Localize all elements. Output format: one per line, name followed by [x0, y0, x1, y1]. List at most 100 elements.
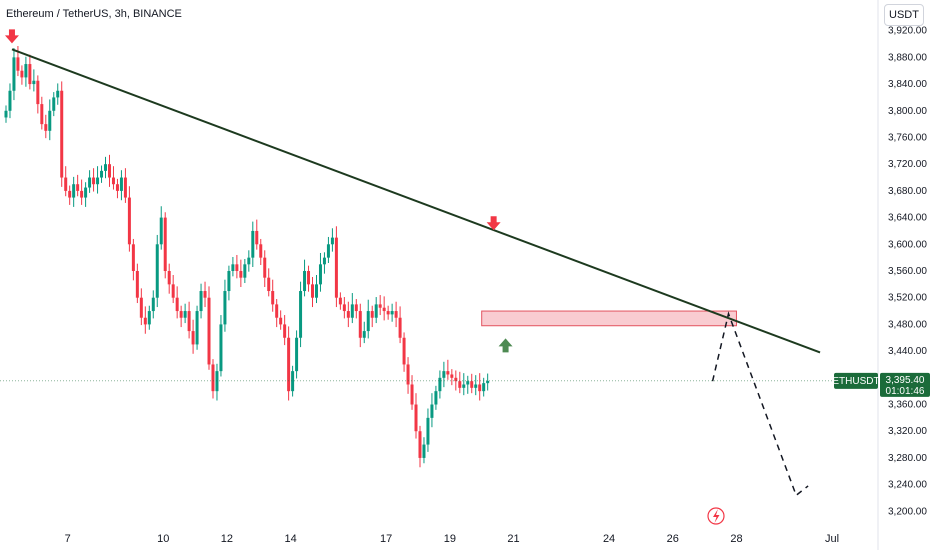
candle	[251, 221, 255, 267]
time-axis[interactable]: 7 10 12 14 17 19 21 24 26 28 Jul	[65, 533, 839, 545]
candle	[299, 281, 303, 348]
candle	[414, 393, 418, 439]
candle	[171, 275, 175, 304]
y-tick-label: 3,200.00	[888, 506, 927, 517]
y-tick-label: 3,560.00	[888, 266, 927, 277]
candle	[462, 373, 466, 396]
candle	[88, 170, 92, 193]
candle	[100, 165, 104, 183]
y-tick-label: 3,320.00	[888, 426, 927, 437]
y-tick-label: 3,680.00	[888, 186, 927, 197]
candle	[111, 166, 115, 190]
candle	[259, 238, 263, 265]
x-tick-label: 12	[221, 533, 233, 545]
arrow-down-icon	[486, 216, 501, 231]
candle	[303, 259, 307, 297]
last-price-badge	[880, 372, 930, 397]
candle	[219, 315, 223, 377]
candle	[32, 69, 36, 92]
candle	[123, 168, 127, 203]
candle	[410, 375, 414, 410]
price-axis[interactable]: 3,200.00 3,240.00 3,280.00 3,320.00 3,360.00…	[877, 0, 927, 550]
candle	[366, 299, 370, 339]
candle	[398, 306, 402, 344]
candle	[374, 297, 378, 324]
candle	[326, 236, 330, 263]
candle	[406, 357, 410, 394]
candle	[107, 154, 111, 187]
candle	[183, 303, 187, 324]
y-tick-label: 3,600.00	[888, 239, 927, 250]
y-tick-label: 3,520.00	[888, 293, 927, 304]
candle	[60, 81, 64, 187]
candle	[211, 359, 215, 399]
y-tick-label: 3,800.00	[888, 106, 927, 117]
symbol-title: Ethereum / TetherUS, 3h, BINANCE	[6, 8, 182, 20]
candle	[247, 250, 251, 272]
candle	[56, 83, 60, 105]
candle	[295, 330, 299, 379]
lightning-icon[interactable]	[707, 507, 725, 525]
x-tick-label: 19	[444, 533, 456, 545]
candle	[207, 286, 211, 370]
candle	[430, 393, 434, 428]
candle	[48, 99, 52, 141]
arrow-up-icon	[498, 338, 513, 353]
candle	[76, 174, 80, 197]
candle	[382, 296, 386, 321]
candle	[422, 437, 426, 464]
candle	[143, 306, 147, 334]
candle	[434, 385, 438, 410]
candle	[354, 299, 358, 319]
candle	[199, 283, 203, 319]
candle	[346, 301, 350, 328]
candle	[4, 105, 8, 123]
candle	[390, 303, 394, 322]
candle	[80, 179, 84, 205]
candle	[322, 252, 326, 274]
candle	[131, 238, 135, 281]
candle	[167, 263, 171, 294]
candle	[191, 319, 195, 354]
x-tick-label: 28	[730, 533, 742, 545]
candle	[275, 299, 279, 328]
x-tick-label: 21	[507, 533, 519, 545]
candle	[40, 96, 44, 130]
candle	[139, 288, 143, 326]
candle	[28, 54, 32, 90]
candle	[394, 301, 398, 328]
resistance-zone	[481, 310, 737, 327]
candle	[318, 252, 322, 292]
candle	[8, 83, 12, 119]
candle	[92, 168, 96, 192]
candle	[338, 292, 342, 310]
x-tick-label: Jul	[825, 533, 839, 545]
x-tick-label: 14	[284, 533, 296, 545]
projection-path	[711, 311, 809, 497]
candle	[36, 75, 40, 114]
candle	[350, 293, 354, 324]
candle	[330, 228, 334, 252]
trendline	[11, 48, 821, 354]
candle	[119, 170, 123, 201]
candle	[135, 263, 139, 304]
drawings	[4, 29, 821, 497]
candle	[159, 206, 163, 250]
candle	[402, 332, 406, 372]
y-tick-label: 3,280.00	[888, 453, 927, 464]
y-tick-label: 3,480.00	[888, 319, 927, 330]
resistance-zone-box	[481, 310, 737, 327]
candle	[283, 315, 287, 346]
candle	[263, 250, 267, 288]
candle	[215, 363, 219, 401]
candle	[386, 305, 390, 320]
candle	[195, 305, 199, 350]
candle	[287, 326, 291, 401]
candle	[311, 277, 315, 308]
currency-button[interactable]: USDT	[884, 4, 924, 26]
last-price-value: 3,395.40	[886, 375, 925, 386]
candles	[4, 46, 490, 468]
x-tick-label: 26	[667, 533, 679, 545]
